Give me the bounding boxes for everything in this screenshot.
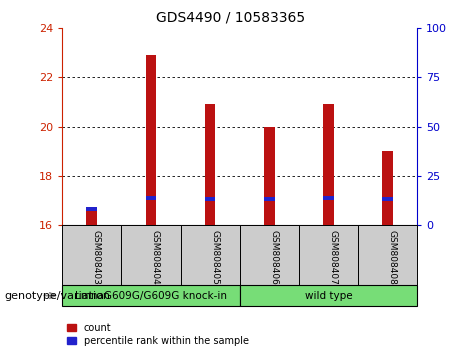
Bar [264, 127, 275, 225]
Bar [205, 104, 215, 225]
Bar [87, 207, 97, 225]
Bar [382, 197, 393, 201]
Bar [146, 55, 156, 225]
Bar [62, 225, 121, 285]
Bar [87, 207, 97, 211]
Text: wild type: wild type [305, 291, 352, 301]
Text: GSM808407: GSM808407 [328, 230, 337, 285]
Text: LmnaG609G/G609G knock-in: LmnaG609G/G609G knock-in [75, 291, 227, 301]
Text: GSM808406: GSM808406 [269, 230, 278, 285]
Bar [240, 285, 417, 306]
Bar [121, 225, 181, 285]
Bar [299, 225, 358, 285]
Text: GSM808403: GSM808403 [92, 230, 101, 285]
Bar [146, 195, 156, 200]
Text: GSM808404: GSM808404 [151, 230, 160, 284]
Text: genotype/variation: genotype/variation [5, 291, 111, 301]
Bar [62, 285, 240, 306]
Bar [323, 104, 334, 225]
Bar [264, 197, 275, 201]
Bar [240, 225, 299, 285]
Text: GSM808405: GSM808405 [210, 230, 219, 285]
Text: GSM808408: GSM808408 [388, 230, 396, 285]
Bar [382, 151, 393, 225]
Text: GDS4490 / 10583365: GDS4490 / 10583365 [156, 11, 305, 25]
Bar [205, 197, 215, 201]
Bar [358, 225, 417, 285]
Bar [323, 195, 334, 200]
Bar [181, 225, 240, 285]
Legend: count, percentile rank within the sample: count, percentile rank within the sample [67, 323, 248, 346]
